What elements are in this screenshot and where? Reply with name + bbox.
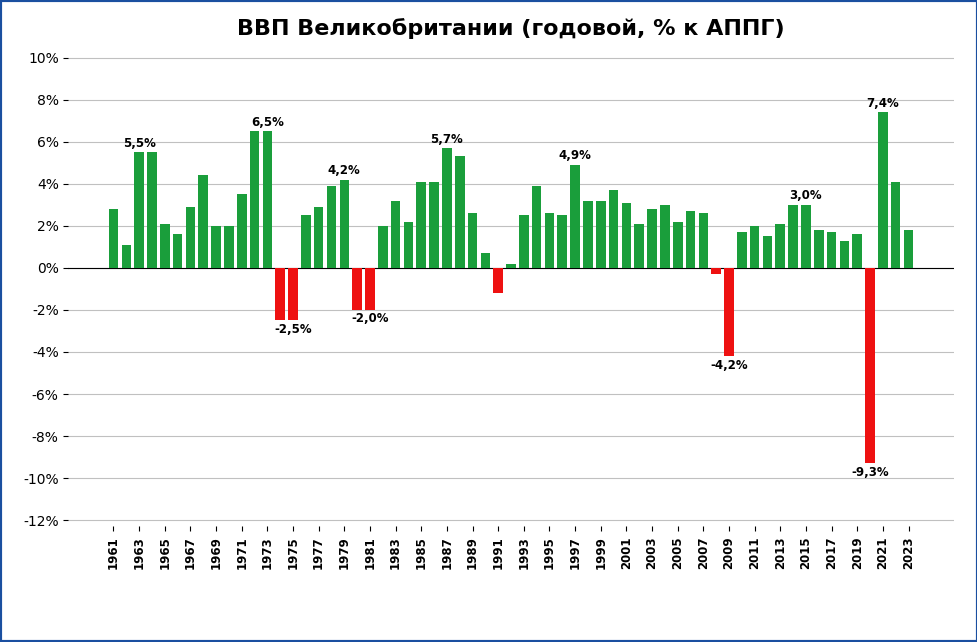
Bar bbox=[903, 230, 913, 268]
Bar bbox=[737, 232, 745, 268]
Bar bbox=[326, 186, 336, 268]
Bar bbox=[877, 112, 887, 268]
Bar bbox=[276, 268, 284, 320]
Text: 4,9%: 4,9% bbox=[558, 150, 591, 162]
Bar bbox=[314, 207, 323, 268]
Bar bbox=[262, 131, 272, 268]
Bar bbox=[454, 157, 464, 268]
Bar bbox=[852, 234, 861, 268]
Bar bbox=[492, 268, 502, 293]
Text: 3,0%: 3,0% bbox=[788, 189, 822, 202]
Bar bbox=[659, 205, 669, 268]
Text: -2,0%: -2,0% bbox=[351, 313, 388, 325]
Bar bbox=[531, 186, 541, 268]
Bar bbox=[595, 200, 605, 268]
Bar bbox=[391, 200, 400, 268]
Bar bbox=[301, 215, 311, 268]
Bar bbox=[160, 223, 169, 268]
Text: -9,3%: -9,3% bbox=[850, 466, 888, 479]
Bar bbox=[480, 253, 489, 268]
Bar bbox=[211, 226, 221, 268]
Bar bbox=[710, 268, 720, 274]
Text: 5,5%: 5,5% bbox=[122, 137, 155, 150]
Bar bbox=[352, 268, 361, 310]
Bar bbox=[429, 182, 439, 268]
Bar bbox=[249, 131, 259, 268]
Bar bbox=[890, 182, 900, 268]
Bar bbox=[236, 195, 246, 268]
Bar bbox=[775, 223, 785, 268]
Bar bbox=[826, 232, 835, 268]
Bar bbox=[377, 226, 387, 268]
Bar bbox=[224, 226, 234, 268]
Bar bbox=[621, 203, 630, 268]
Bar bbox=[108, 209, 118, 268]
Bar bbox=[762, 236, 772, 268]
Bar bbox=[544, 213, 554, 268]
Text: -4,2%: -4,2% bbox=[709, 359, 747, 372]
Bar bbox=[813, 230, 823, 268]
Bar bbox=[416, 182, 426, 268]
Bar bbox=[339, 180, 349, 268]
Text: -2,5%: -2,5% bbox=[274, 323, 312, 336]
Bar bbox=[134, 152, 144, 268]
Bar bbox=[698, 213, 707, 268]
Bar bbox=[147, 152, 156, 268]
Text: 5,7%: 5,7% bbox=[430, 132, 463, 146]
Bar bbox=[749, 226, 759, 268]
Bar bbox=[519, 215, 529, 268]
Text: 6,5%: 6,5% bbox=[251, 116, 283, 128]
Bar bbox=[364, 268, 374, 310]
Bar bbox=[442, 148, 451, 268]
Bar bbox=[467, 213, 477, 268]
Bar bbox=[570, 165, 579, 268]
Bar bbox=[838, 241, 848, 268]
Title: ВВП Великобритании (годовой, % к АППГ): ВВП Великобритании (годовой, % к АППГ) bbox=[237, 18, 784, 39]
Bar bbox=[198, 175, 208, 268]
Bar bbox=[800, 205, 810, 268]
Text: 7,4%: 7,4% bbox=[866, 97, 898, 110]
Bar bbox=[582, 200, 592, 268]
Bar bbox=[672, 221, 682, 268]
Bar bbox=[608, 190, 617, 268]
Bar bbox=[173, 234, 183, 268]
Bar bbox=[121, 245, 131, 268]
Bar bbox=[404, 221, 413, 268]
Text: 4,2%: 4,2% bbox=[327, 164, 361, 177]
Bar bbox=[557, 215, 567, 268]
Bar bbox=[288, 268, 298, 320]
Bar bbox=[685, 211, 695, 268]
Bar bbox=[723, 268, 733, 356]
Bar bbox=[186, 207, 195, 268]
Bar bbox=[634, 223, 644, 268]
Bar bbox=[787, 205, 797, 268]
Bar bbox=[865, 268, 874, 464]
Bar bbox=[506, 264, 515, 268]
Bar bbox=[647, 209, 657, 268]
